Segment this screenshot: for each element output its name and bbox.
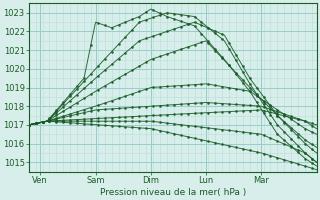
X-axis label: Pression niveau de la mer( hPa ): Pression niveau de la mer( hPa ) [100, 188, 246, 197]
